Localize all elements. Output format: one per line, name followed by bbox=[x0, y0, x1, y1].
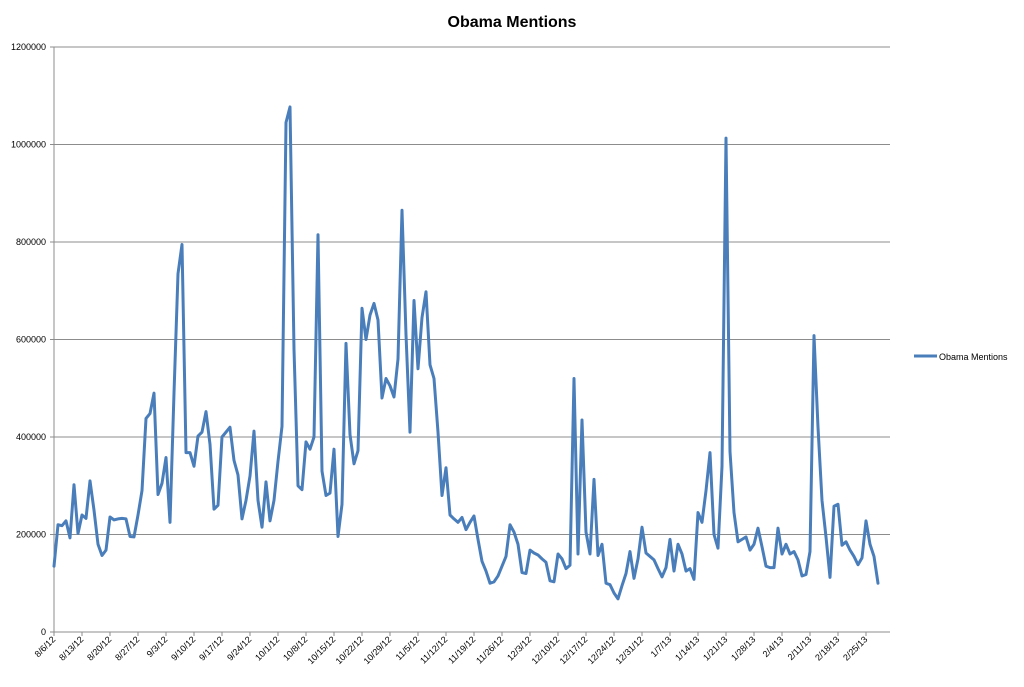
y-tick-label: 400000 bbox=[16, 432, 46, 442]
y-tick-label: 800000 bbox=[16, 237, 46, 247]
legend-label: Obama Mentions bbox=[939, 352, 1008, 362]
y-tick-label: 1000000 bbox=[11, 140, 46, 150]
chart-title: Obama Mentions bbox=[448, 14, 577, 31]
y-tick-label: 200000 bbox=[16, 530, 46, 540]
y-tick-label: 600000 bbox=[16, 335, 46, 345]
y-tick-label: 0 bbox=[41, 627, 46, 637]
y-tick-label: 1200000 bbox=[11, 42, 46, 52]
